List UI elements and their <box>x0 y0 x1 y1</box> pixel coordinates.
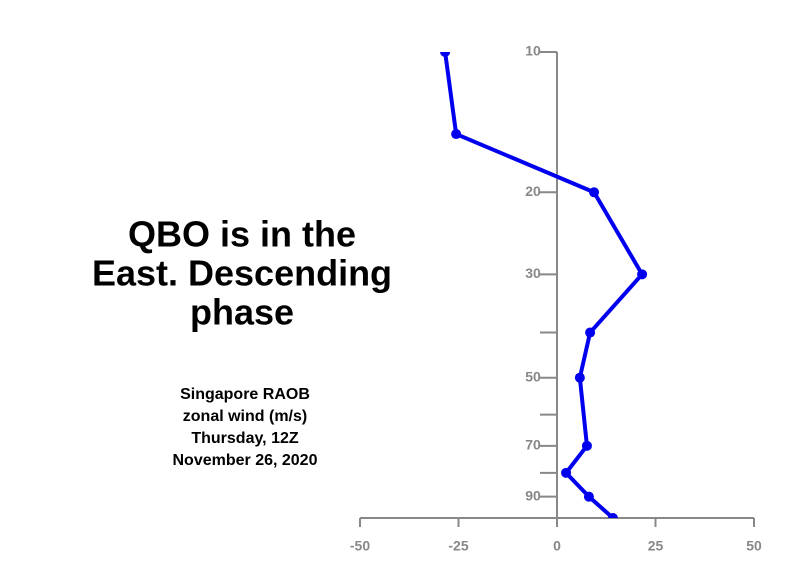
data-point <box>440 52 451 57</box>
x-tick-label: -50 <box>350 538 370 554</box>
data-point <box>637 269 648 280</box>
profile-line <box>443 52 645 518</box>
x-tick-label: -25 <box>448 538 468 554</box>
data-point <box>589 187 600 198</box>
x-tick-label: 0 <box>553 538 561 554</box>
chart-subtitle: Thursday, 12Z <box>191 430 299 447</box>
data-point <box>581 440 592 451</box>
x-tick-label: 25 <box>648 538 664 554</box>
data-point <box>451 129 462 140</box>
y-tick-label: 20 <box>525 183 541 199</box>
x-tick-label: 50 <box>746 538 762 554</box>
data-point <box>585 327 596 338</box>
y-tick-label: 90 <box>525 487 541 503</box>
chart-title: East. Descending <box>92 253 392 294</box>
data-point <box>574 372 585 383</box>
plot-area <box>440 52 648 518</box>
data-point <box>583 491 594 502</box>
y-tick-label: 50 <box>525 368 541 384</box>
y-tick-label: 10 <box>525 43 541 59</box>
chart-title: phase <box>190 292 294 333</box>
chart-title: QBO is in the <box>128 214 356 255</box>
data-point <box>607 513 618 518</box>
y-tick-label: 30 <box>525 265 541 281</box>
chart-subtitle: zonal wind (m/s) <box>183 408 307 425</box>
data-point <box>561 467 572 478</box>
y-tick-label: 70 <box>525 437 541 453</box>
chart-subtitle: Singapore RAOB <box>180 386 310 403</box>
chart-subtitle: November 26, 2020 <box>173 452 318 469</box>
